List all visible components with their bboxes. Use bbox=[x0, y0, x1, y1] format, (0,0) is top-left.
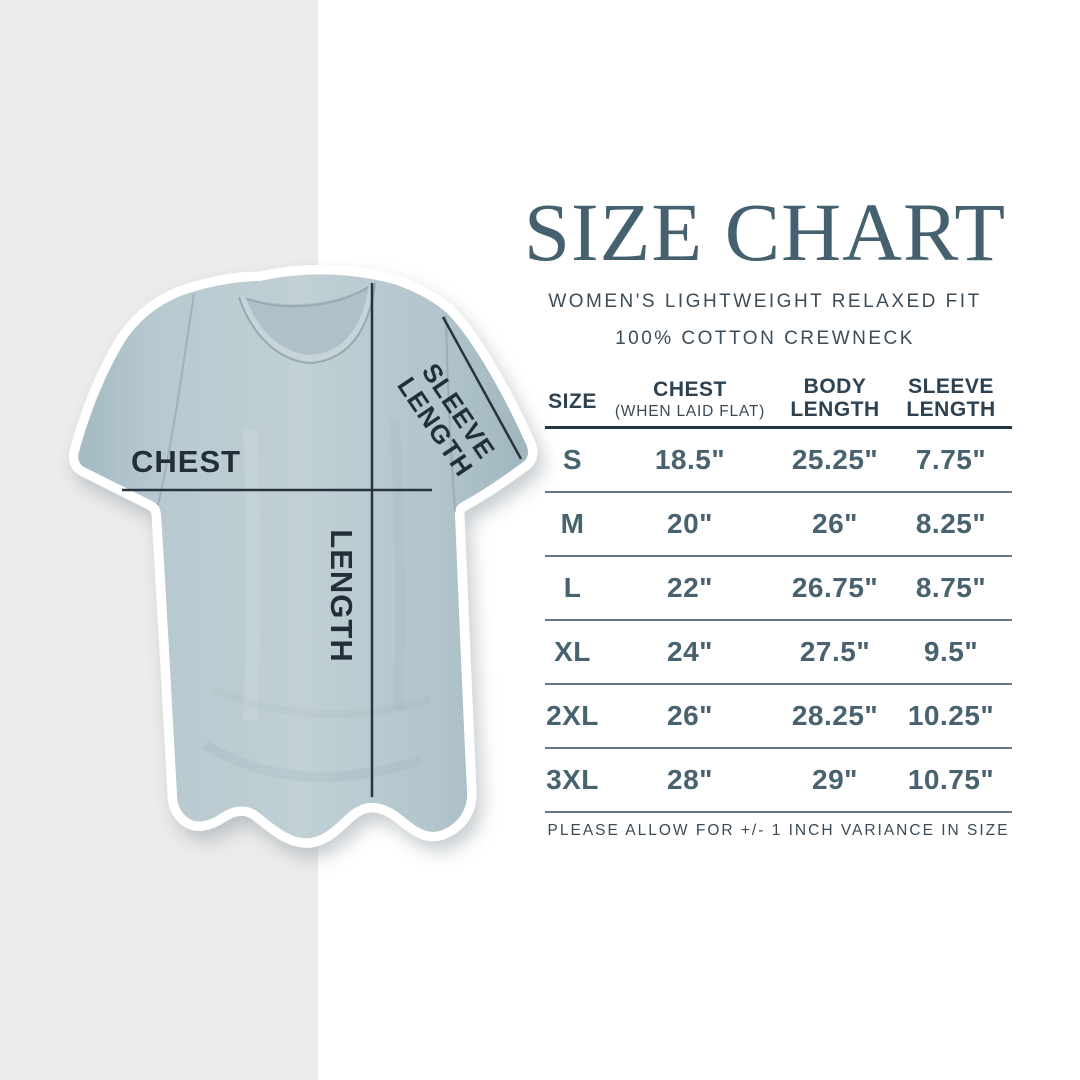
col-header-body-length: BODY LENGTH bbox=[790, 375, 880, 421]
chest-label: CHEST bbox=[131, 444, 242, 479]
sleeve-line bbox=[441, 316, 523, 460]
row-divider bbox=[545, 811, 1012, 813]
row-xl-chest: 24" bbox=[667, 635, 713, 667]
col-header-chest-label: CHEST bbox=[653, 377, 727, 401]
subtitle-line2: 100% COTTON CREWNECK bbox=[615, 328, 915, 349]
measurement-lines bbox=[122, 283, 523, 797]
subtitle-line1: WOMEN'S LIGHTWEIGHT RELAXED FIT bbox=[548, 291, 982, 312]
row-m-size: M bbox=[560, 507, 585, 539]
row-divider bbox=[545, 619, 1012, 621]
row-l-chest: 22" bbox=[667, 571, 713, 603]
row-2xl-sleeve: 10.25" bbox=[907, 699, 995, 731]
row-2xl-body: 28.25" bbox=[791, 699, 879, 731]
row-xl-sleeve: 9.5" bbox=[923, 635, 979, 667]
tshirt-collar bbox=[242, 284, 372, 358]
row-s-body: 25.25" bbox=[791, 443, 879, 475]
row-m-body: 26" bbox=[812, 507, 858, 539]
row-xl-size: XL bbox=[554, 635, 591, 667]
row-m-sleeve: 8.25" bbox=[915, 507, 987, 539]
row-l-sleeve: 8.75" bbox=[915, 571, 987, 603]
col-header-chest: CHEST (WHEN LAID FLAT) bbox=[600, 366, 780, 426]
row-divider bbox=[545, 683, 1012, 685]
row-xl-body: 27.5" bbox=[799, 635, 871, 667]
row-2xl-size: 2XL bbox=[546, 699, 599, 731]
row-divider bbox=[545, 747, 1012, 749]
row-divider bbox=[545, 555, 1012, 557]
row-s-size: S bbox=[562, 443, 583, 475]
row-2xl-chest: 26" bbox=[667, 699, 713, 731]
row-3xl-sleeve: 10.75" bbox=[907, 763, 995, 795]
row-divider bbox=[545, 491, 1012, 493]
size-table: SIZE CHEST (WHEN LAID FLAT) BODY LENGTH … bbox=[545, 366, 1012, 813]
row-3xl-size: 3XL bbox=[546, 763, 599, 795]
col-header-sleeve-length: SLEEVE LENGTH bbox=[906, 375, 996, 421]
row-3xl-body: 29" bbox=[812, 763, 858, 795]
page-title: SIZE CHART bbox=[523, 186, 1007, 278]
row-m-chest: 20" bbox=[667, 507, 713, 539]
variance-note: PLEASE ALLOW FOR +/- 1 INCH VARIANCE IN … bbox=[547, 822, 1010, 839]
row-l-body: 26.75" bbox=[791, 571, 879, 603]
row-s-chest: 18.5" bbox=[654, 443, 726, 475]
row-s-sleeve: 7.75" bbox=[915, 443, 987, 475]
header-divider bbox=[545, 426, 1012, 429]
row-l-size: L bbox=[563, 571, 582, 603]
length-label: LENGTH bbox=[324, 529, 359, 663]
col-header-chest-note: (WHEN LAID FLAT) bbox=[614, 403, 766, 421]
tshirt-photo bbox=[68, 264, 538, 848]
col-header-size: SIZE bbox=[548, 389, 597, 413]
tshirt-body bbox=[68, 264, 538, 848]
row-3xl-chest: 28" bbox=[667, 763, 713, 795]
